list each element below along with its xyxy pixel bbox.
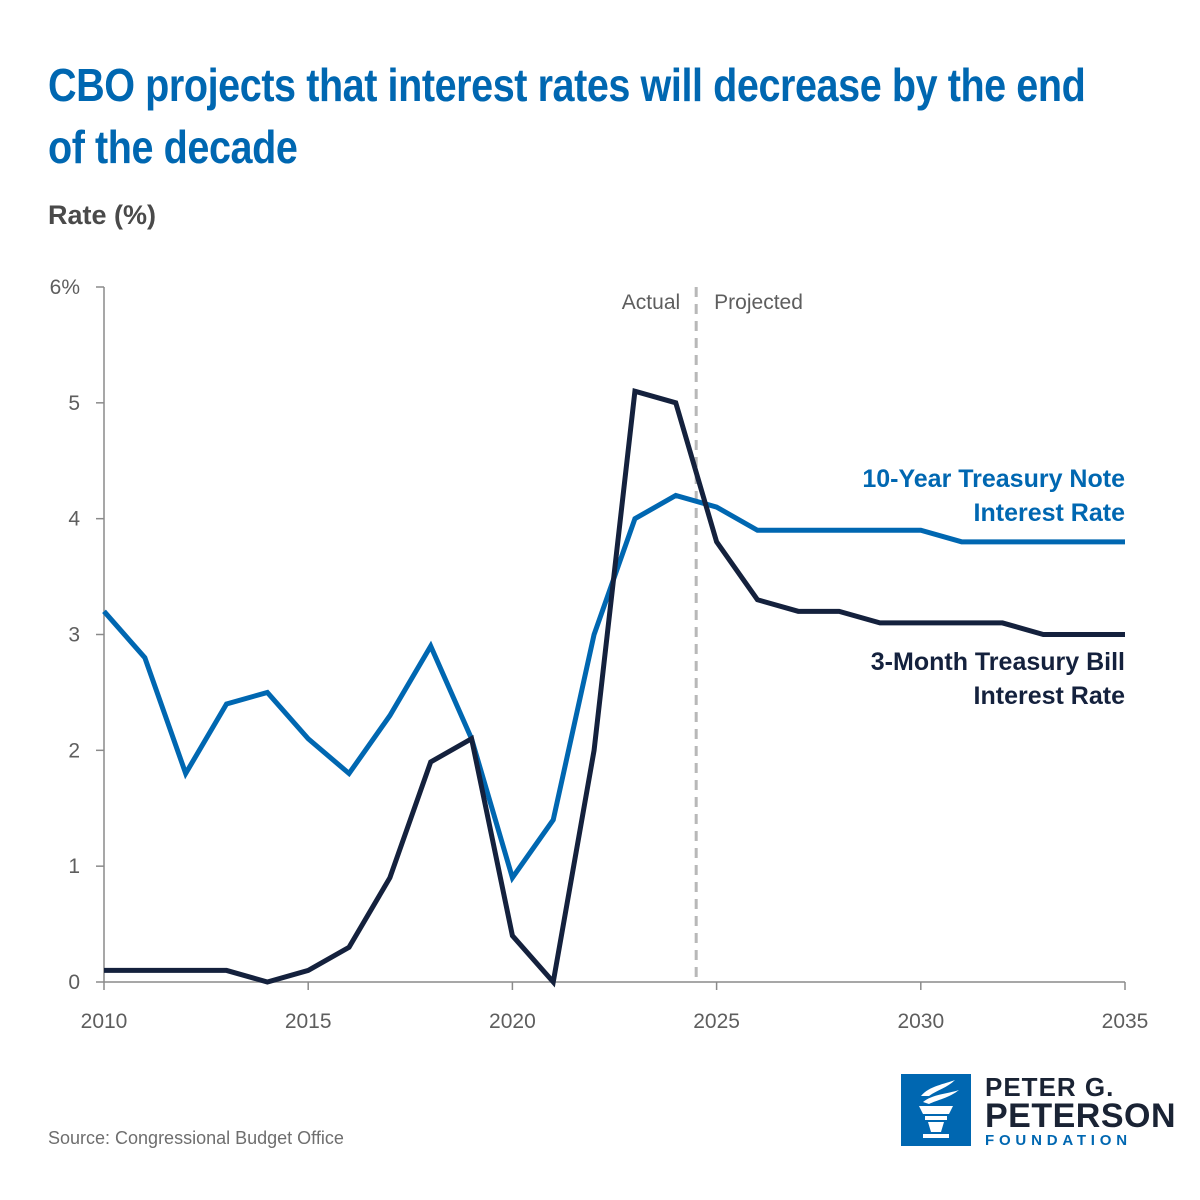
chart-title: CBO projects that interest rates will de… xyxy=(48,59,1086,173)
x-tick-label: 2030 xyxy=(897,1010,944,1033)
x-tick-label: 2015 xyxy=(285,1010,332,1033)
series-label-3-month-bill-line-2: Interest Rate xyxy=(974,682,1126,710)
series-labels: 10-Year Treasury Note Interest Rate 3-Mont… xyxy=(862,465,1125,710)
phase-label-actual: Actual xyxy=(622,291,680,314)
logo-line-2: PETERSON xyxy=(985,1097,1177,1135)
y-tick-label: 3 xyxy=(68,624,80,647)
series-label-10-year-note-line-2: Interest Rate xyxy=(974,499,1126,527)
series-label-3-month-bill-line-1: 3-Month Treasury Bill xyxy=(871,648,1125,676)
y-tick-label: 4 xyxy=(68,508,80,531)
logo-line-1: PETER G. xyxy=(985,1072,1115,1102)
x-tick-label: 2010 xyxy=(81,1010,128,1033)
logo-line-3: FOUNDATION xyxy=(985,1132,1132,1149)
logo-wordmark: PETER G. PETERSON FOUNDATION xyxy=(985,1074,1176,1150)
x-tick-label: 2025 xyxy=(693,1010,740,1033)
chart-series xyxy=(102,388,1125,988)
y-tick-label: 0 xyxy=(68,971,80,994)
y-tick-label: 5 xyxy=(68,392,80,415)
series-line-3-month-bill xyxy=(104,388,1125,988)
series-label-10-year-note-line-1: 10-Year Treasury Note xyxy=(862,465,1125,493)
phase-divider: Actual Projected xyxy=(622,287,803,982)
y-axis-title: Rate (%) xyxy=(48,200,157,230)
y-tick-label: 6% xyxy=(50,276,80,299)
y-tick-label: 2 xyxy=(68,739,80,762)
foundation-logo: PETER G. PETERSON FOUNDATION xyxy=(901,1074,1176,1154)
torch-icon xyxy=(901,1074,971,1146)
source-note: Source: Congressional Budget Office xyxy=(48,1128,344,1148)
x-tick-label: 2035 xyxy=(1102,1010,1149,1033)
x-tick-label: 2020 xyxy=(489,1010,536,1033)
phase-label-projected: Projected xyxy=(714,291,803,314)
y-tick-label: 1 xyxy=(68,855,80,878)
